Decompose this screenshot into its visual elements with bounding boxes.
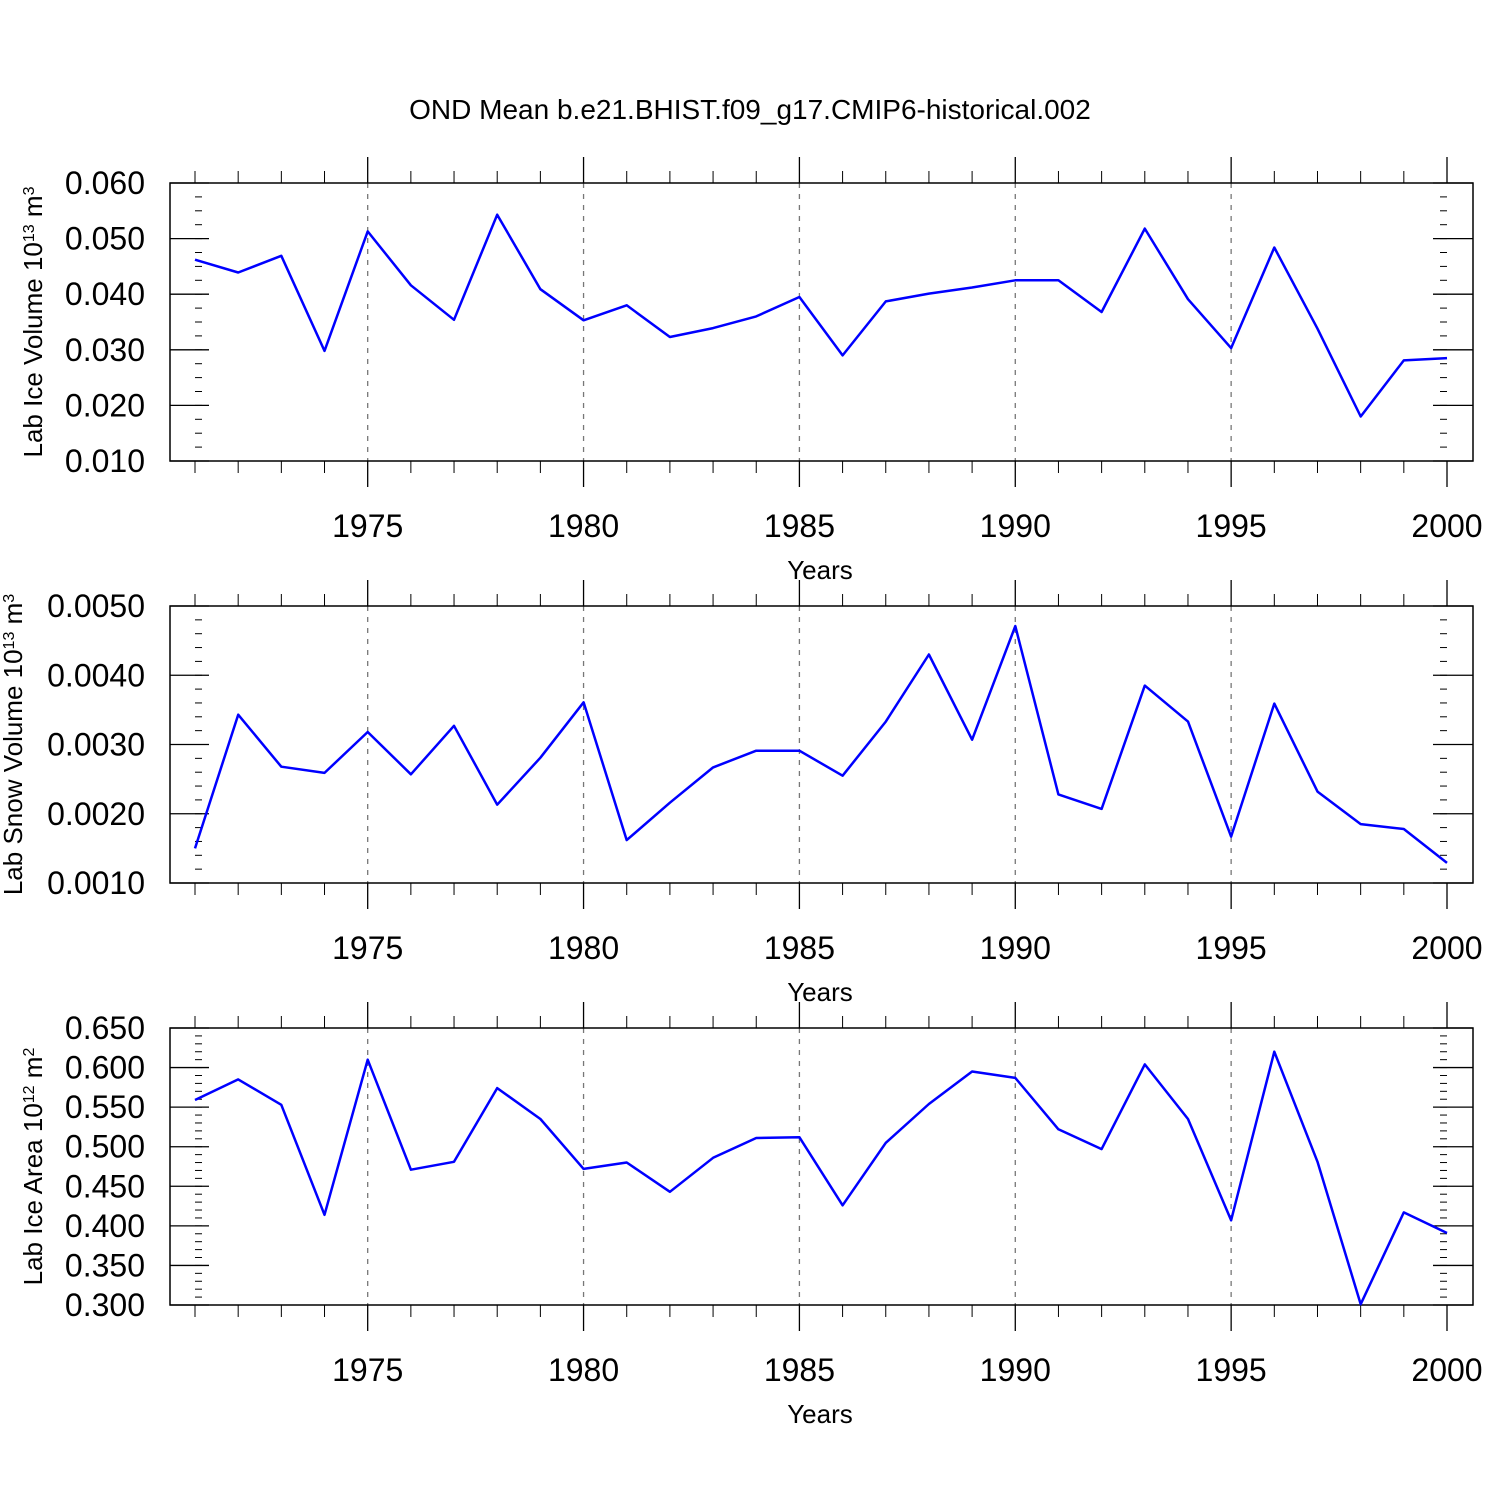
series-line <box>194 1050 1448 1306</box>
x-tick-label: 1995 <box>1196 508 1267 544</box>
x-tick-label: 1975 <box>332 508 403 544</box>
x-tick-label: 1980 <box>548 930 619 966</box>
chart-panel-2: 0.0010 0.0020 0.0030 0.0040 0.0050 1975 1980 19… <box>0 580 1483 1007</box>
plot-frame <box>169 1027 1474 1306</box>
series-line <box>193 624 1448 864</box>
panels: 0.010 0.020 0.030 0.040 0.050 0.060 1975 1980 19… <box>0 157 1483 1429</box>
x-tick-label: 1995 <box>1196 1352 1267 1388</box>
x-tick-label: 1990 <box>980 930 1051 966</box>
y-tick-label: 0.0010 <box>47 865 145 901</box>
x-tick-label: 1985 <box>764 1352 835 1388</box>
x-tick-label: 2000 <box>1411 930 1482 966</box>
y-tick-label: 0.550 <box>65 1089 145 1125</box>
x-tick-label: 1985 <box>764 508 835 544</box>
y-tick-label: 0.0050 <box>47 588 145 624</box>
x-tick-label: 1980 <box>548 1352 619 1388</box>
y-tick-label: 0.450 <box>65 1168 145 1204</box>
y-tick-label: 0.500 <box>65 1129 145 1165</box>
series-line <box>194 213 1448 418</box>
y-tick-label: 0.050 <box>65 221 145 257</box>
x-tick-label: 1990 <box>980 1352 1051 1388</box>
y-tick-label: 0.020 <box>65 387 145 423</box>
x-axis-label: Years <box>787 555 853 585</box>
y-tick-label: 0.060 <box>65 165 145 201</box>
x-tick-label: 1990 <box>980 508 1051 544</box>
y-tick-label: 0.400 <box>65 1208 145 1244</box>
x-tick-label: 1975 <box>332 930 403 966</box>
y-tick-label: 0.650 <box>65 1010 145 1046</box>
y-tick-label: 0.030 <box>65 332 145 368</box>
y-tick-label: 0.350 <box>65 1247 145 1283</box>
y-tick-label: 0.600 <box>65 1050 145 1086</box>
y-axis-label: Lab Ice Area 1012 m2 <box>18 1048 48 1286</box>
x-tick-label: 1980 <box>548 508 619 544</box>
x-axis-label: Years <box>787 1399 853 1429</box>
y-tick-label: 0.040 <box>65 276 145 312</box>
x-tick-label: 2000 <box>1411 508 1482 544</box>
x-tick-label: 1995 <box>1196 930 1267 966</box>
y-tick-label: 0.0040 <box>47 657 145 693</box>
chart-panel-1: 0.010 0.020 0.030 0.040 0.050 0.060 1975 1980 19… <box>18 157 1483 585</box>
x-tick-label: 1975 <box>332 1352 403 1388</box>
x-axis-label: Years <box>787 977 853 1007</box>
plot-frame <box>169 182 1474 462</box>
y-tick-label: 0.0020 <box>47 796 145 832</box>
chart-title: OND Mean b.e21.BHIST.f09_g17.CMIP6-histo… <box>409 94 1091 125</box>
y-tick-label: 0.0030 <box>47 727 145 763</box>
y-axis-label: Lab Snow Volume 1013 m3 <box>0 594 28 895</box>
x-tick-label: 1985 <box>764 930 835 966</box>
y-axis-label: Lab Ice Volume 1013 m3 <box>18 186 48 457</box>
x-tick-label: 2000 <box>1411 1352 1482 1388</box>
y-tick-label: 0.300 <box>65 1287 145 1323</box>
y-tick-label: 0.010 <box>65 443 145 479</box>
